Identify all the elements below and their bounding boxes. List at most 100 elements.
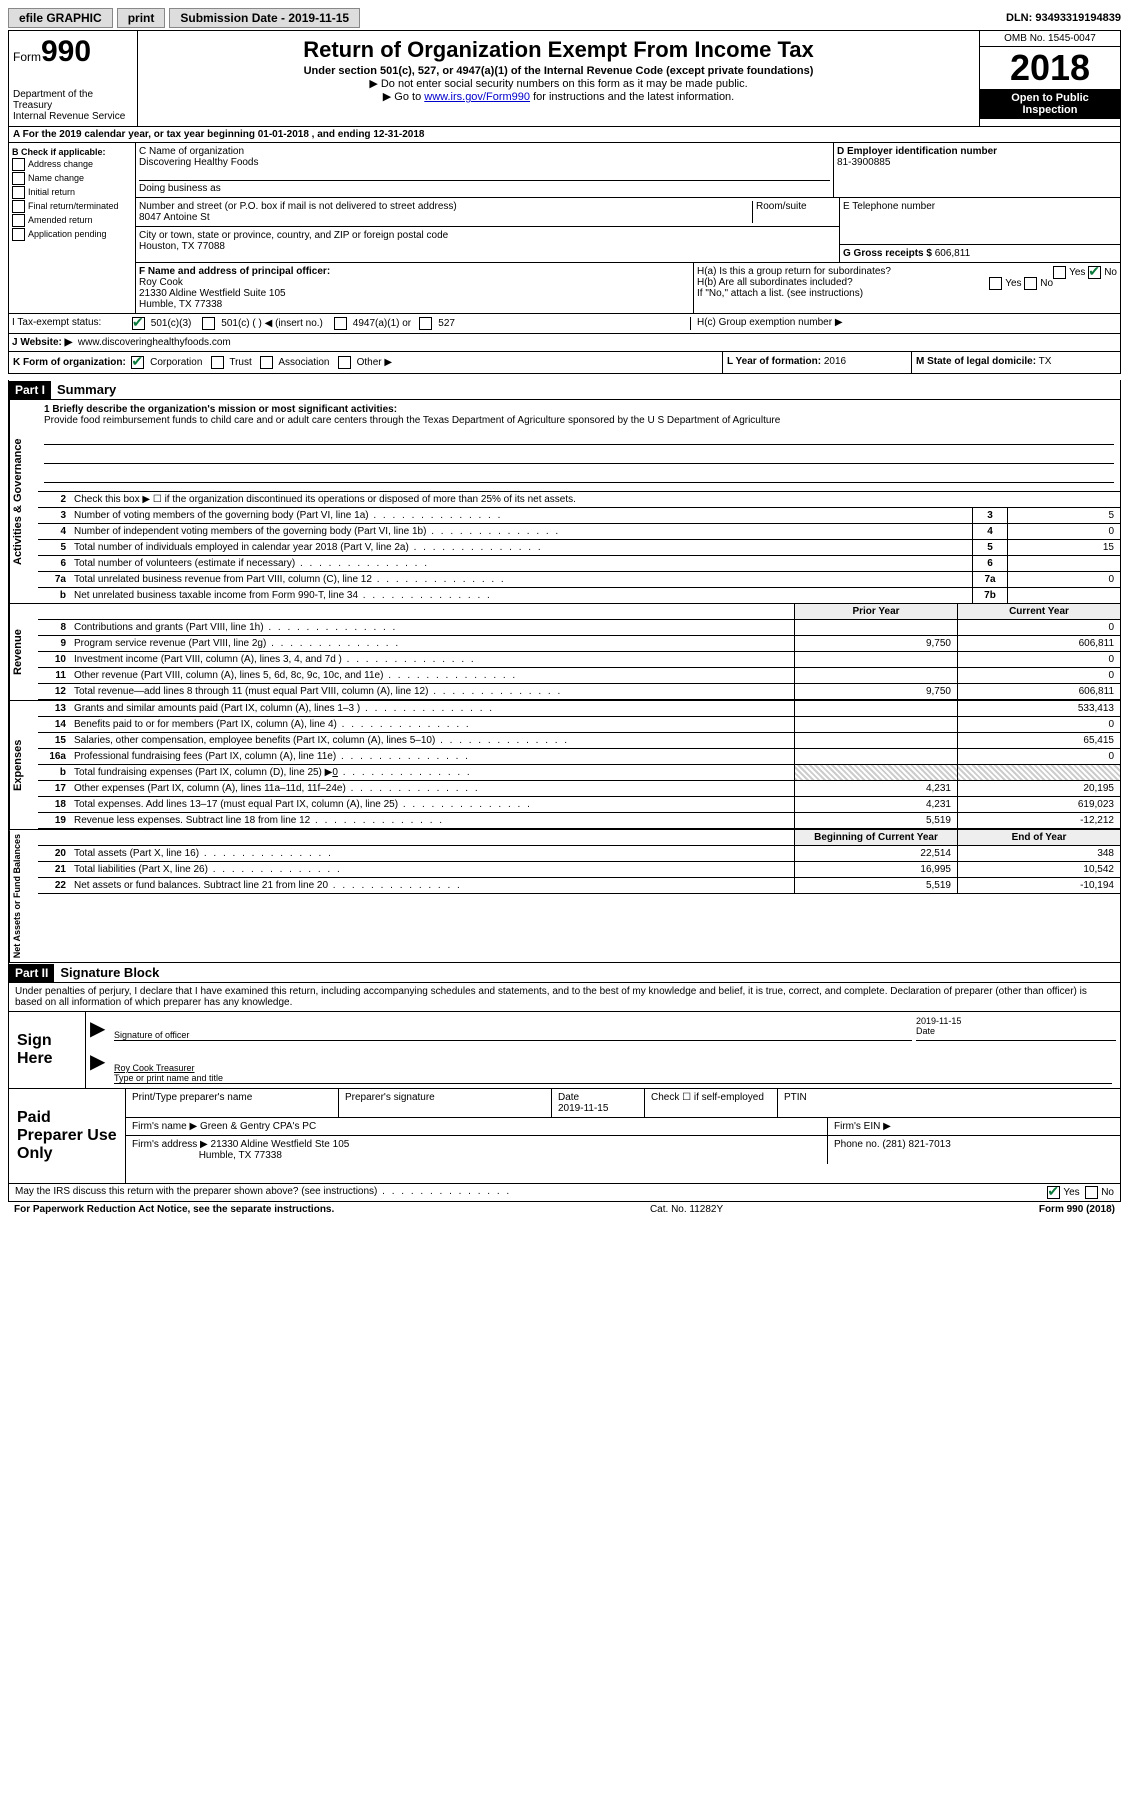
ha-no-checkbox[interactable] — [1088, 266, 1101, 279]
tax-status-options: 501(c)(3) 501(c) ( ) ◀ (insert no.) 4947… — [132, 317, 455, 330]
form-header: Form990 Department of the Treasury Inter… — [8, 30, 1121, 127]
ptin-label: PTIN — [778, 1089, 1120, 1117]
dba-label: Doing business as — [139, 180, 830, 194]
vert-net-assets: Net Assets or Fund Balances — [9, 830, 38, 962]
prep-date: Date2019-11-15 — [552, 1089, 645, 1117]
irs-link[interactable]: www.irs.gov/Form990 — [424, 91, 530, 103]
firm-address: Firm's address ▶ 21330 Aldine Westfield … — [126, 1136, 828, 1164]
website-label: J Website: ▶ — [12, 337, 72, 348]
summary-row: 12Total revenue—add lines 8 through 11 (… — [38, 684, 1120, 700]
summary-row: bNet unrelated business taxable income f… — [38, 588, 1120, 603]
section-b-checkboxes: B Check if applicable: Address change Na… — [9, 143, 136, 313]
self-employed-check: Check ☐ if self-employed — [645, 1089, 778, 1117]
h-b-note: If "No," attach a list. (see instruction… — [697, 288, 1117, 299]
tax-year: 2018 — [980, 47, 1120, 89]
assoc-checkbox[interactable] — [260, 356, 273, 369]
summary-row: 7aTotal unrelated business revenue from … — [38, 572, 1120, 588]
officer-name: Roy Cook — [139, 277, 690, 288]
summary-row: 18Total expenses. Add lines 13–17 (must … — [38, 797, 1120, 813]
instructions-note: ▶ Go to www.irs.gov/Form990 for instruct… — [142, 90, 975, 103]
firm-ein: Firm's EIN ▶ — [828, 1118, 1120, 1135]
summary-row: 14Benefits paid to or for members (Part … — [38, 717, 1120, 733]
submission-date: Submission Date - 2019-11-15 — [169, 8, 360, 28]
prep-sig-label: Preparer's signature — [339, 1089, 552, 1117]
vert-expenses: Expenses — [9, 701, 38, 829]
officer-addr2: Humble, TX 77338 — [139, 299, 690, 310]
summary-row: 22Net assets or fund balances. Subtract … — [38, 878, 1120, 894]
officer-addr1: 21330 Aldine Westfield Suite 105 — [139, 288, 690, 299]
address-change-checkbox[interactable] — [12, 158, 25, 171]
mission-text: Provide food reimbursement funds to chil… — [44, 415, 780, 426]
ssn-note: ▶ Do not enter social security numbers o… — [142, 77, 975, 90]
discuss-answer: Yes No — [1047, 1186, 1114, 1199]
app-pending-checkbox[interactable] — [12, 228, 25, 241]
discuss-yes-checkbox[interactable] — [1047, 1186, 1060, 1199]
hb-no-checkbox[interactable] — [1024, 277, 1037, 290]
vert-revenue: Revenue — [9, 604, 38, 700]
h-a: H(a) Is this a group return for subordin… — [697, 266, 1117, 277]
form-number: Form990 — [13, 35, 133, 69]
corp-checkbox[interactable] — [131, 356, 144, 369]
street-value: 8047 Antoine St — [139, 212, 457, 223]
summary-row: bTotal fundraising expenses (Part IX, co… — [38, 765, 1120, 781]
name-title-field: Roy Cook TreasurerType or print name and… — [114, 1049, 1112, 1084]
summary-row: 4Number of independent voting members of… — [38, 524, 1120, 540]
city-label: City or town, state or province, country… — [139, 230, 836, 241]
firm-phone: Phone no. (281) 821-7013 — [828, 1136, 1120, 1164]
form-footer: Form 990 (2018) — [1039, 1204, 1115, 1215]
summary-row: 19Revenue less expenses. Subtract line 1… — [38, 813, 1120, 829]
line2: Check this box ▶ ☐ if the organization d… — [70, 492, 1120, 507]
501c3-checkbox[interactable] — [132, 317, 145, 330]
summary-row: 11Other revenue (Part VIII, column (A), … — [38, 668, 1120, 684]
discuss-question: May the IRS discuss this return with the… — [15, 1186, 511, 1199]
dept-treasury: Department of the Treasury Internal Reve… — [13, 89, 133, 122]
public-inspection: Open to Public Inspection — [980, 89, 1120, 119]
other-checkbox[interactable] — [338, 356, 351, 369]
discuss-no-checkbox[interactable] — [1085, 1186, 1098, 1199]
signature-officer-field[interactable]: Signature of officer — [114, 1016, 912, 1041]
hb-yes-checkbox[interactable] — [989, 277, 1002, 290]
dln: DLN: 93493319194839 — [1006, 12, 1121, 24]
4947-checkbox[interactable] — [334, 317, 347, 330]
efile-button[interactable]: efile GRAPHIC — [8, 8, 113, 28]
state-domicile: M State of legal domicile: TX — [911, 352, 1120, 373]
part2-title: Signature Block — [54, 963, 165, 982]
name-change-checkbox[interactable] — [12, 172, 25, 185]
room-label: Room/suite — [752, 201, 836, 223]
initial-return-checkbox[interactable] — [12, 186, 25, 199]
prep-name-label: Print/Type preparer's name — [126, 1089, 339, 1117]
tax-status-label: I Tax-exempt status: — [12, 317, 132, 330]
topbar: efile GRAPHIC print Submission Date - 20… — [8, 8, 1121, 28]
501c-checkbox[interactable] — [202, 317, 215, 330]
527-checkbox[interactable] — [419, 317, 432, 330]
summary-row: 15Salaries, other compensation, employee… — [38, 733, 1120, 749]
form-of-org: K Form of organization: Corporation Trus… — [9, 352, 722, 373]
arrow-icon: ▶ — [90, 1049, 110, 1084]
org-name: Discovering Healthy Foods — [139, 157, 830, 168]
sign-here-label: Sign Here — [9, 1012, 86, 1088]
trust-checkbox[interactable] — [211, 356, 224, 369]
ein-value: 81-3900885 — [837, 157, 1117, 168]
part1-title: Summary — [51, 380, 122, 399]
firm-name: Firm's name ▶ Green & Gentry CPA's PC — [126, 1118, 828, 1135]
city-value: Houston, TX 77088 — [139, 241, 836, 252]
summary-row: 6Total number of volunteers (estimate if… — [38, 556, 1120, 572]
amended-return-checkbox[interactable] — [12, 214, 25, 227]
summary-row: 5Total number of individuals employed in… — [38, 540, 1120, 556]
ein-label: D Employer identification number — [837, 146, 997, 157]
part2-header: Part II — [9, 964, 54, 982]
h-c: H(c) Group exemption number ▶ — [690, 317, 1117, 330]
org-name-label: C Name of organization — [139, 146, 830, 157]
summary-row: 3Number of voting members of the governi… — [38, 508, 1120, 524]
gross-receipts: G Gross receipts $ 606,811 — [840, 245, 1120, 262]
vert-activities: Activities & Governance — [9, 400, 38, 603]
arrow-icon: ▶ — [90, 1016, 110, 1041]
summary-row: 20Total assets (Part X, line 16)22,51434… — [38, 846, 1120, 862]
summary-row: 10Investment income (Part VIII, column (… — [38, 652, 1120, 668]
summary-row: 16aProfessional fundraising fees (Part I… — [38, 749, 1120, 765]
cat-no: Cat. No. 11282Y — [334, 1204, 1039, 1215]
ha-yes-checkbox[interactable] — [1053, 266, 1066, 279]
final-return-checkbox[interactable] — [12, 200, 25, 213]
summary-row: 21Total liabilities (Part X, line 26)16,… — [38, 862, 1120, 878]
print-button[interactable]: print — [117, 8, 166, 28]
